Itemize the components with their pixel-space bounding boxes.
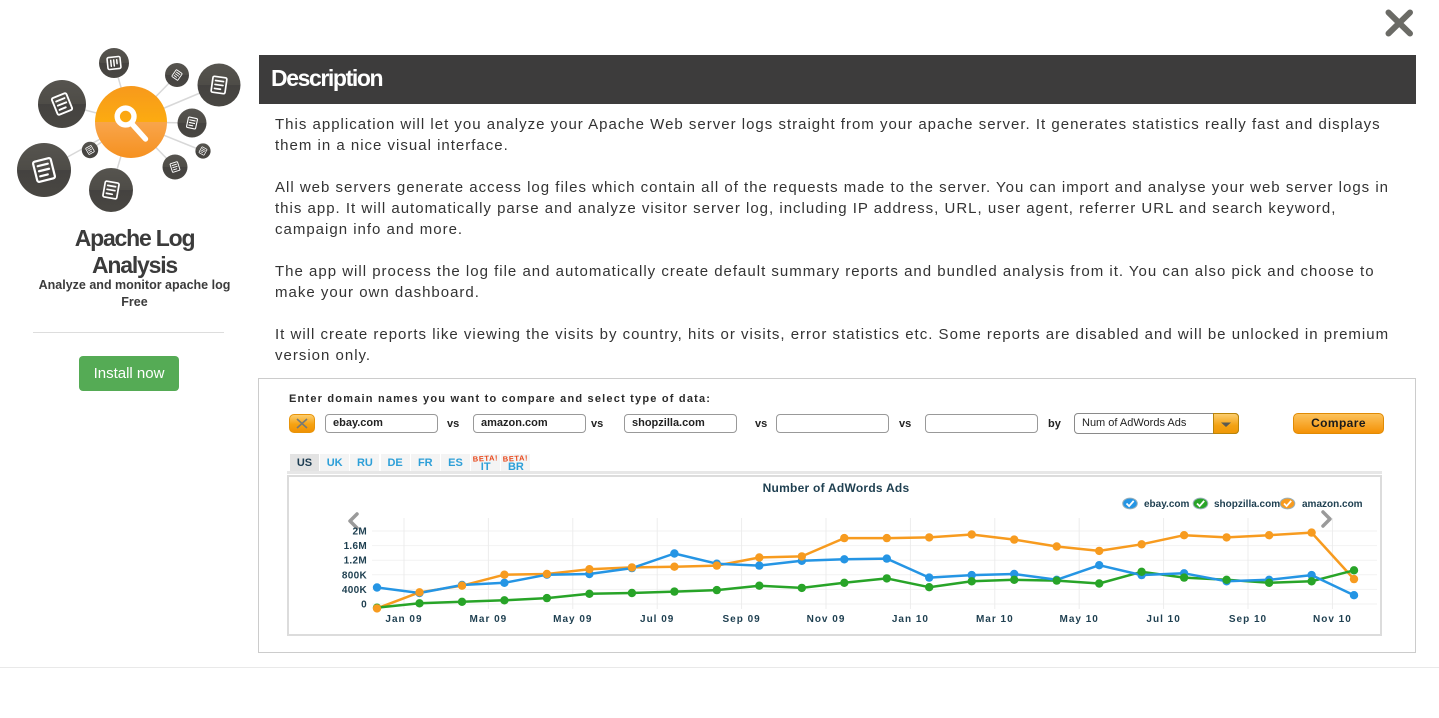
svg-text:Mar 09: Mar 09 (470, 614, 508, 625)
svg-text:Nov 09: Nov 09 (807, 614, 846, 625)
svg-text:Jul 10: Jul 10 (1146, 614, 1180, 625)
svg-text:1.6M: 1.6M (344, 541, 367, 552)
svg-text:Jul 09: Jul 09 (640, 614, 674, 625)
svg-text:ebay.com: ebay.com (1144, 499, 1189, 510)
svg-text:shopzilla.com: shopzilla.com (1214, 499, 1280, 510)
svg-text:800K: 800K (342, 570, 368, 581)
svg-text:1.2M: 1.2M (344, 556, 367, 567)
svg-text:Mar 10: Mar 10 (976, 614, 1014, 625)
svg-text:May 10: May 10 (1060, 614, 1099, 625)
svg-text:Jan 09: Jan 09 (385, 614, 422, 625)
svg-text:Number of AdWords Ads: Number of AdWords Ads (763, 481, 910, 495)
svg-text:Nov 10: Nov 10 (1313, 614, 1352, 625)
svg-text:Jan 10: Jan 10 (892, 614, 929, 625)
svg-text:2M: 2M (353, 527, 368, 538)
svg-text:400K: 400K (342, 585, 368, 596)
svg-text:amazon.com: amazon.com (1302, 499, 1363, 510)
svg-text:0: 0 (361, 600, 367, 611)
svg-text:Sep 09: Sep 09 (722, 614, 760, 625)
svg-text:May 09: May 09 (553, 614, 592, 625)
svg-text:Sep 10: Sep 10 (1229, 614, 1267, 625)
